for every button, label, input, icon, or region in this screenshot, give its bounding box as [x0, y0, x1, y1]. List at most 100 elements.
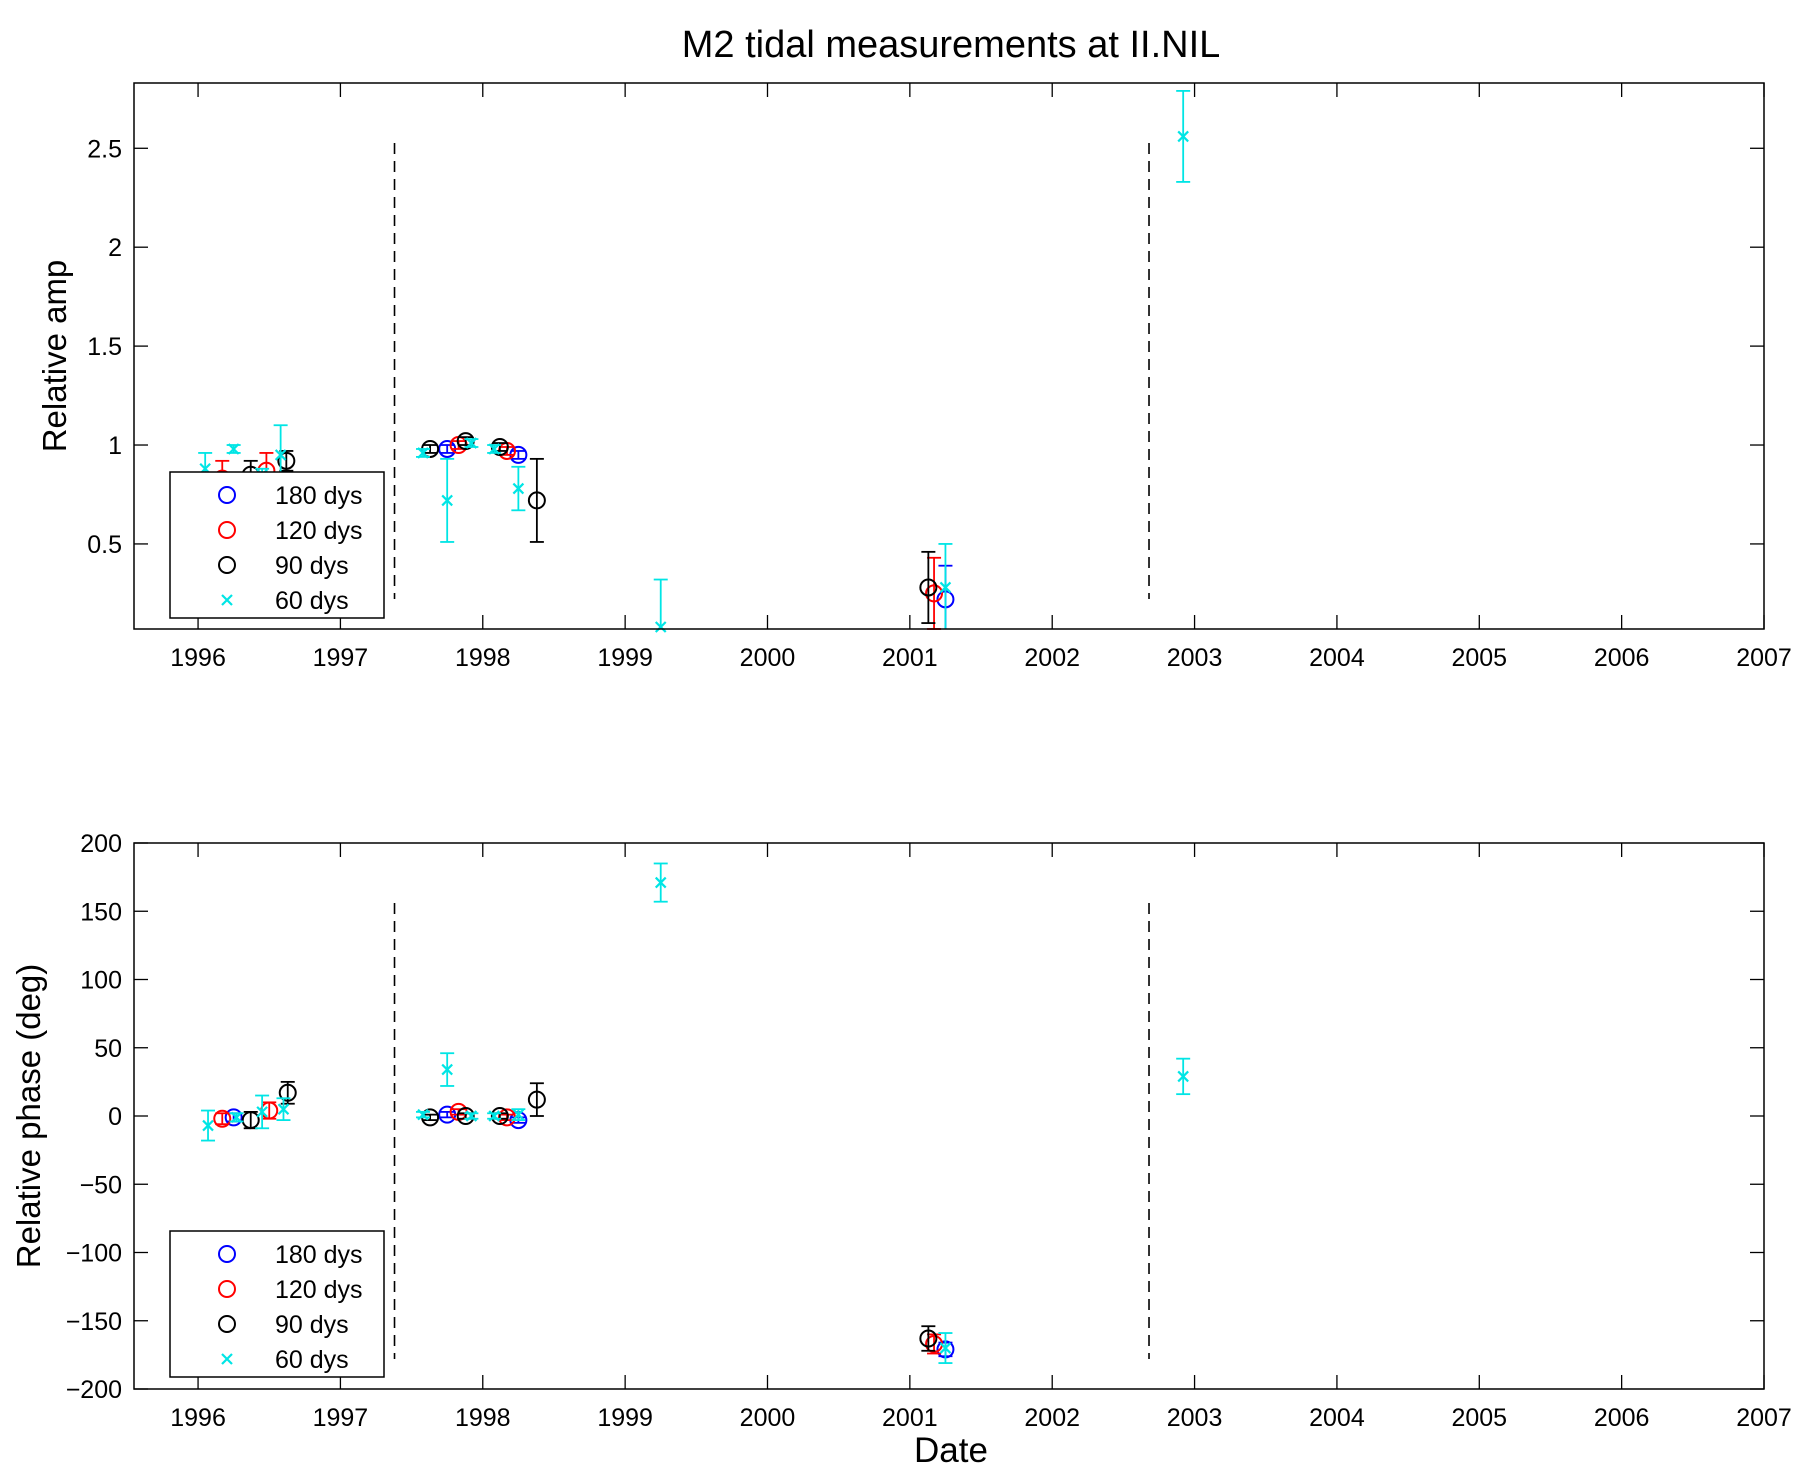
data-point-circle	[278, 1083, 297, 1102]
x-tick-label: 1998	[455, 1404, 511, 1432]
data-point-circle	[925, 584, 944, 603]
legend-label: 90 dys	[275, 552, 349, 580]
data-point-x	[277, 1103, 290, 1115]
data-point-circle	[490, 1107, 509, 1125]
legend-label: 60 dys	[275, 1346, 349, 1374]
data-point-circle	[527, 1090, 546, 1109]
legend-label: 60 dys	[275, 587, 349, 615]
x-tick-label: 2007	[1736, 1404, 1792, 1432]
y-tick-label: 100	[80, 967, 122, 995]
data-point-x	[256, 1106, 268, 1118]
data-point-circle	[213, 1109, 232, 1128]
x-tick-label: 1996	[170, 1404, 226, 1432]
data-point-x	[230, 1111, 243, 1124]
x-tick-label: 2002	[1024, 644, 1080, 672]
legend-marker-circle	[218, 521, 236, 539]
x-tick-label: 2000	[740, 1404, 796, 1432]
legend-box	[169, 471, 385, 619]
x-tick-label: 1999	[597, 1404, 653, 1432]
y-tick-label: −150	[66, 1308, 122, 1336]
y-tick-label: −100	[66, 1240, 122, 1268]
phase-ticks: 1996 1997 1998 1999 2000 2001 2002 2003 2004 2005…	[66, 830, 1792, 1432]
phase-ylabel: Relative phase (deg)	[10, 964, 47, 1269]
data-point-x	[465, 437, 478, 449]
x-tick-label: 1998	[455, 644, 511, 672]
data-point-x	[939, 1342, 952, 1354]
amp-panel: 1996 1997 1998 1999 2000 2001 2002 2003 2004 2005…	[36, 82, 1792, 672]
legend-marker-circle	[218, 1315, 236, 1333]
x-tick-label: 2001	[882, 1404, 938, 1432]
x-tick-label: 2004	[1309, 1404, 1365, 1432]
legend-marker-circle	[218, 1280, 236, 1298]
data-point-circle	[456, 1107, 475, 1125]
amp-ticks: 1996 1997 1998 1999 2000 2001 2002 2003 2004 2005…	[87, 83, 1792, 672]
x-tick-label: 2004	[1309, 644, 1365, 672]
y-tick-label: 1	[108, 432, 122, 460]
y-tick-label: 150	[80, 898, 122, 926]
legend-label: 120 dys	[275, 1276, 363, 1304]
legend-marker-circle	[218, 486, 236, 504]
data-point-x	[654, 876, 667, 889]
phase-marks	[201, 862, 1191, 1364]
amp-ylabel: Relative amp	[36, 260, 73, 453]
y-tick-label: 50	[94, 1035, 122, 1063]
data-point-x	[1177, 130, 1189, 143]
x-tick-label: 2002	[1024, 1404, 1080, 1432]
amp-legend: 180 dys 120 dys 90 dys 60 dys	[169, 471, 385, 619]
legend-label: 180 dys	[275, 482, 363, 510]
phase-legend: 180 dys 120 dys 90 dys 60 dys	[169, 1230, 385, 1378]
y-tick-label: −50	[80, 1171, 122, 1199]
data-point-circle	[919, 1329, 938, 1348]
data-point-circle	[919, 578, 938, 597]
x-tick-label: 2006	[1594, 644, 1650, 672]
data-point-x	[512, 1108, 525, 1121]
legend-box	[169, 1230, 385, 1378]
data-point-x	[274, 449, 287, 461]
data-point-x	[417, 1108, 429, 1121]
data-point-x	[1177, 1070, 1189, 1083]
x-axis-label: Date	[914, 1431, 988, 1470]
x-tick-label: 2000	[740, 644, 796, 672]
x-tick-label: 2003	[1167, 1404, 1223, 1432]
x-tick-label: 2003	[1167, 644, 1223, 672]
data-point-x	[488, 443, 500, 455]
x-tick-label: 1997	[313, 1404, 369, 1432]
data-point-x	[441, 494, 453, 507]
data-point-x	[417, 447, 429, 459]
x-tick-label: 2005	[1451, 644, 1507, 672]
data-point-x	[465, 1110, 478, 1122]
amp-marks	[198, 90, 1191, 633]
y-tick-label: 0	[108, 1103, 122, 1131]
phase-panel: 1996 1997 1998 1999 2000 2001 2002 2003 2004 2005…	[10, 830, 1792, 1432]
data-point-x	[441, 1063, 453, 1076]
y-tick-label: 0.5	[87, 531, 122, 559]
legend-marker-x	[221, 1353, 233, 1365]
x-tick-label: 1996	[170, 644, 226, 672]
data-point-circle	[241, 1111, 260, 1130]
data-point-circle	[277, 451, 296, 470]
data-point-x	[654, 621, 667, 633]
legend-marker-circle	[218, 556, 236, 574]
legend-label: 180 dys	[275, 1241, 363, 1269]
data-point-x	[488, 1110, 500, 1122]
data-point-circle	[224, 1108, 243, 1127]
data-point-x	[939, 581, 952, 594]
legend-label: 120 dys	[275, 517, 363, 545]
legend-label: 90 dys	[275, 1311, 349, 1339]
y-tick-label: 2.5	[87, 135, 122, 163]
amp-plot-frame	[133, 82, 1765, 630]
x-tick-label: 2006	[1594, 1404, 1650, 1432]
x-tick-label: 2005	[1451, 1404, 1507, 1432]
x-tick-label: 2001	[882, 644, 938, 672]
x-tick-label: 2007	[1736, 644, 1792, 672]
y-tick-label: 200	[80, 830, 122, 858]
x-tick-label: 1997	[313, 644, 369, 672]
data-point-circle	[527, 491, 546, 510]
data-point-x	[202, 1119, 214, 1132]
legend-marker-x	[221, 594, 233, 606]
y-tick-label: 2	[108, 234, 122, 262]
chart-title: M2 tidal measurements at II.NIL	[682, 24, 1221, 66]
y-tick-label: 1.5	[87, 333, 122, 361]
data-point-x	[227, 443, 240, 455]
